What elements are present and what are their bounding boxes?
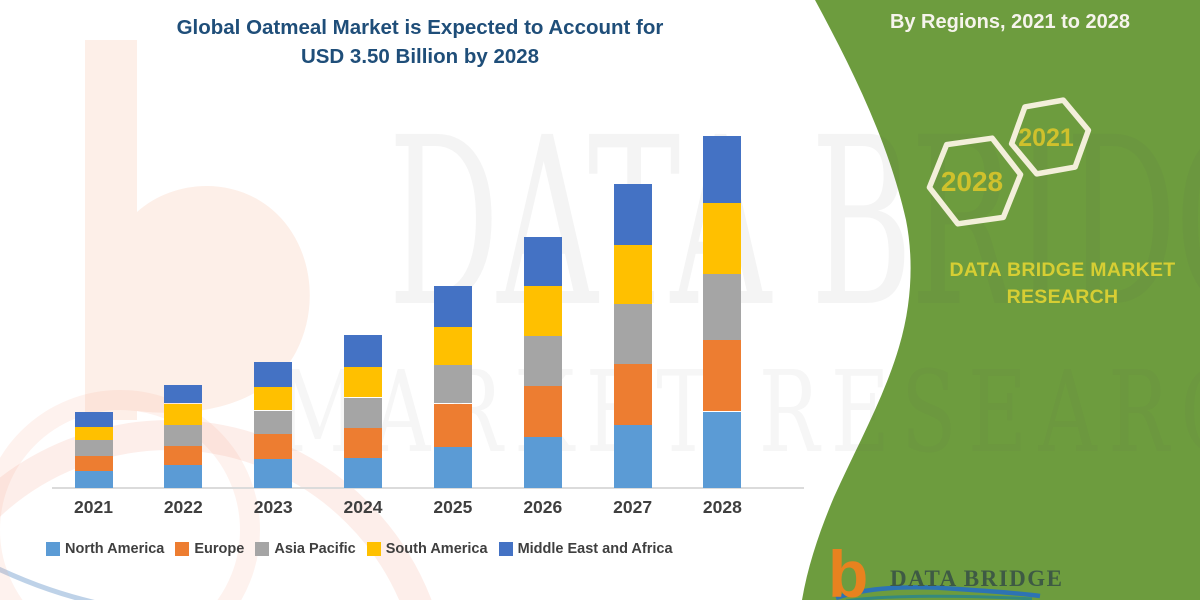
bar-segment-2022-asia-pacific [164,424,203,446]
bar-segment-2027-north-america [613,424,652,488]
bar-segment-2026-south-america [523,285,562,337]
legend-item: Europe [175,541,244,557]
x-axis-line [52,487,804,489]
stacked-bar-chart: Global Oatmeal Market is Expected to Acc… [46,13,804,557]
logo-swoosh [835,585,1041,600]
bar-segment-2026-asia-pacific [523,336,562,387]
legend-item: South America [366,541,488,557]
legend-item: North America [46,541,164,557]
bar-segment-2025-north-america [433,446,472,488]
bar-segment-2022-north-america [164,464,203,488]
bar-segment-2022-south-america [164,403,203,425]
bar-segment-2023-south-america [254,387,293,411]
legend-swatch-icon [366,542,381,556]
bar-segment-2021-asia-pacific [74,439,113,456]
panel-heading: By Regions, 2021 to 2028 [889,11,1131,33]
bar-segment-2028-asia-pacific [703,273,742,341]
bar-segment-2028-europe [703,340,742,412]
hexagon-badge-2021 [1008,97,1092,177]
x-axis-label-2022: 2022 [163,497,203,517]
legend-swatch-icon [46,542,60,556]
hexagon-year-2021: 2021 [1018,124,1074,152]
bar-segment-2022-europe [164,445,203,465]
bar-segment-2025-europe [433,403,472,447]
legend-label: North America [65,541,165,557]
bar-segment-2024-south-america [344,367,382,398]
bar-segment-2021-europe [74,455,113,471]
legend-label: South America [385,541,488,557]
x-axis-label-2025: 2025 [433,497,473,517]
bar-segment-2028-middle-east-and-africa [703,135,742,204]
bar-segment-2021-north-america [74,470,113,488]
x-axis-label-2023: 2023 [253,497,293,517]
bar-segment-2023-asia-pacific [254,410,293,434]
bar-segment-2024-europe [344,427,382,458]
databridge-logo-b-glyph: b [828,537,869,600]
bar-segment-2027-south-america [613,244,652,304]
bar-segment-2026-middle-east-and-africa [523,236,562,286]
x-axis-label-2028: 2028 [702,497,742,517]
brand-name-line2: RESEARCH [1006,286,1119,308]
databridge-logo-text: DATA BRIDGE [890,566,1064,591]
bar-segment-2025-south-america [433,327,472,366]
x-axis-label-2027: 2027 [613,497,653,517]
bar-segment-2024-middle-east-and-africa [344,335,382,368]
bar-segment-2022-middle-east-and-africa [164,385,203,404]
bar-segment-2023-north-america [254,458,293,488]
chart-title-line2: USD 3.50 Billion by 2028 [300,45,540,68]
legend-swatch-icon [255,542,270,556]
logo-swoosh-secondary [845,594,1033,600]
hexagon-badge-2028 [926,135,1024,227]
x-axis-label-2021: 2021 [74,497,113,517]
bar-segment-2028-south-america [703,203,742,274]
bar-segment-2026-north-america [523,436,562,488]
legend-swatch-icon [498,542,513,556]
bar-segment-2028-north-america [703,411,742,488]
chart-legend: North America Europe Asia Pacific South Ame… [46,541,684,557]
bar-segment-2023-europe [254,433,293,459]
legend-label: Middle East and Africa [517,541,673,557]
legend-label: Europe [194,541,245,557]
bar-segment-2027-asia-pacific [613,303,652,365]
bar-segment-2025-middle-east-and-africa [433,285,472,327]
hexagon-year-2028: 2028 [941,166,1003,197]
x-axis-label-2026: 2026 [523,497,563,517]
chart-title-line1: Global Oatmeal Market is Expected to Acc… [176,16,664,39]
bar-segment-2024-north-america [344,457,382,488]
legend-swatch-icon [175,542,190,556]
bar-segment-2025-asia-pacific [433,365,472,404]
legend-item: Asia Pacific [255,541,356,557]
legend-item: Middle East and Africa [498,541,673,557]
chart-title: Global Oatmeal Market is Expected to Acc… [55,13,785,71]
brand-name-line1: DATA BRIDGE MARKET [949,259,1176,281]
bar-segment-2023-middle-east-and-africa [254,362,293,388]
bar-segment-2027-europe [613,364,652,425]
legend-label: Asia Pacific [274,541,356,557]
bar-segment-2021-middle-east-and-africa [74,411,113,427]
bar-segment-2026-europe [523,386,562,437]
bar-segment-2021-south-america [74,426,113,440]
x-axis-label-2024: 2024 [343,497,383,517]
brand-name-text: DATA BRIDGE MARKET RESEARCH [935,257,1190,311]
bar-segment-2027-middle-east-and-africa [613,184,652,245]
bar-segment-2024-asia-pacific [344,397,382,428]
